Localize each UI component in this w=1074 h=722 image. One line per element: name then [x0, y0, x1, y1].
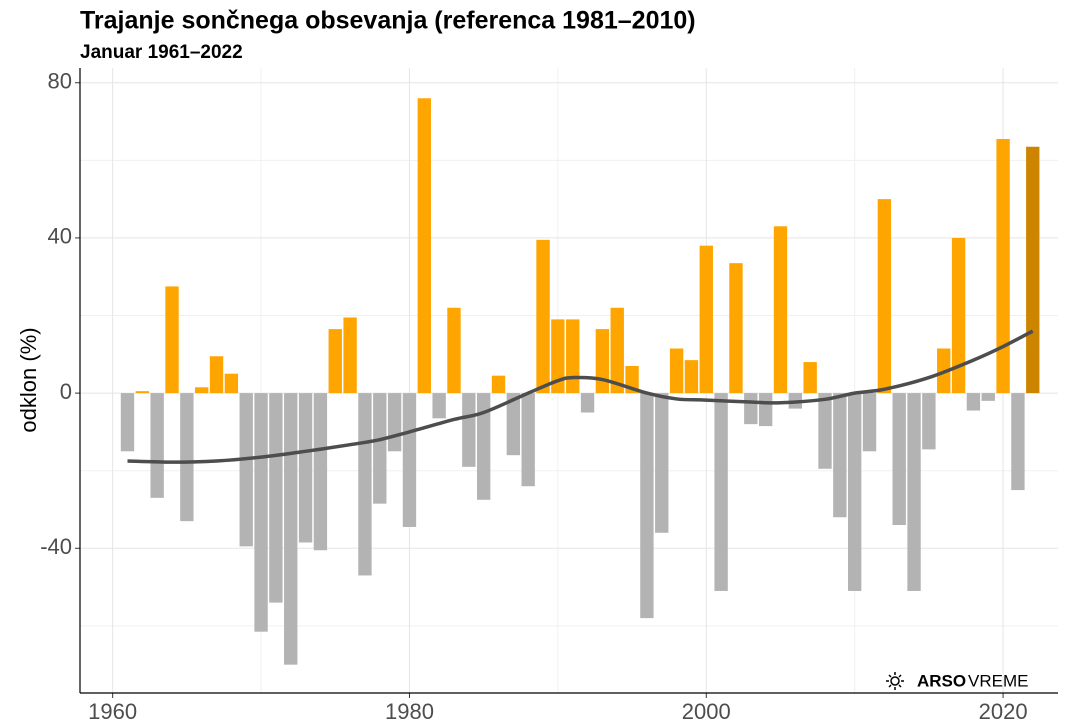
bar: [877, 199, 892, 394]
bar: [462, 393, 476, 467]
bar: [907, 393, 921, 591]
bar: [595, 329, 610, 394]
bar: [758, 393, 773, 427]
bar: [476, 393, 491, 500]
bar: [387, 393, 402, 452]
bar: [209, 356, 224, 394]
bar: [180, 393, 194, 522]
bar: [417, 98, 431, 394]
y-tick-label: 0: [60, 379, 72, 404]
bar: [254, 393, 268, 632]
bar: [269, 393, 283, 603]
bar: [150, 393, 164, 498]
bar: [343, 317, 357, 394]
bar: [996, 138, 1010, 394]
y-tick-label: 40: [48, 224, 72, 249]
y-axis-label: odklon (%): [16, 327, 41, 432]
bar: [298, 393, 313, 543]
x-tick-label: 1980: [385, 699, 434, 722]
bar: [224, 373, 239, 394]
bar: [684, 360, 699, 394]
bar: [699, 245, 713, 394]
bar: [803, 362, 817, 394]
bar: [966, 393, 981, 411]
bar: [1026, 146, 1040, 394]
bar: [714, 393, 728, 591]
bar: [432, 393, 446, 419]
bar: [981, 393, 995, 401]
logo-rest: VREME: [968, 671, 1028, 690]
chart-title: Trajanje sončnega obsevanja (referenca 1…: [80, 7, 696, 35]
bar: [862, 393, 877, 452]
bar: [818, 393, 832, 469]
bar: [447, 307, 461, 394]
bar: [491, 375, 506, 394]
logo: ARSO VREME: [886, 671, 1028, 690]
bar: [669, 348, 684, 394]
bar: [773, 226, 788, 394]
logo-bold: ARSO: [917, 671, 966, 690]
bar: [195, 387, 209, 394]
bar: [833, 393, 847, 518]
bar: [313, 393, 328, 551]
bar: [373, 393, 387, 504]
y-tick-label: -40: [40, 534, 72, 559]
bar: [1011, 393, 1025, 491]
bar: [580, 393, 595, 413]
bar: [328, 329, 342, 394]
bar: [120, 393, 135, 452]
bar: [922, 393, 936, 450]
bar: [402, 393, 417, 527]
chart-subtitle: Januar 1961–2022: [80, 42, 243, 63]
bar: [521, 393, 535, 487]
logo-icon: [886, 672, 904, 690]
x-tick-label: 2020: [979, 699, 1028, 722]
bar: [551, 319, 565, 394]
bar: [892, 393, 906, 526]
bar: [729, 263, 743, 394]
bar: [848, 393, 862, 591]
bar: [506, 393, 521, 456]
x-tick-label: 1960: [88, 699, 137, 722]
bar: [566, 319, 580, 394]
bar: [655, 393, 669, 533]
bar: [239, 393, 253, 547]
y-tick-label: 80: [48, 69, 72, 94]
bar: [951, 237, 966, 394]
bar: [165, 286, 179, 394]
trend-line: [127, 329, 1034, 464]
bar: [640, 393, 654, 619]
bar: [536, 239, 550, 394]
bar: [135, 391, 150, 394]
x-tick-label: 2000: [682, 699, 731, 722]
bar: [284, 393, 298, 665]
bar: [744, 393, 758, 425]
bar: [358, 393, 372, 576]
bar: [610, 307, 624, 394]
